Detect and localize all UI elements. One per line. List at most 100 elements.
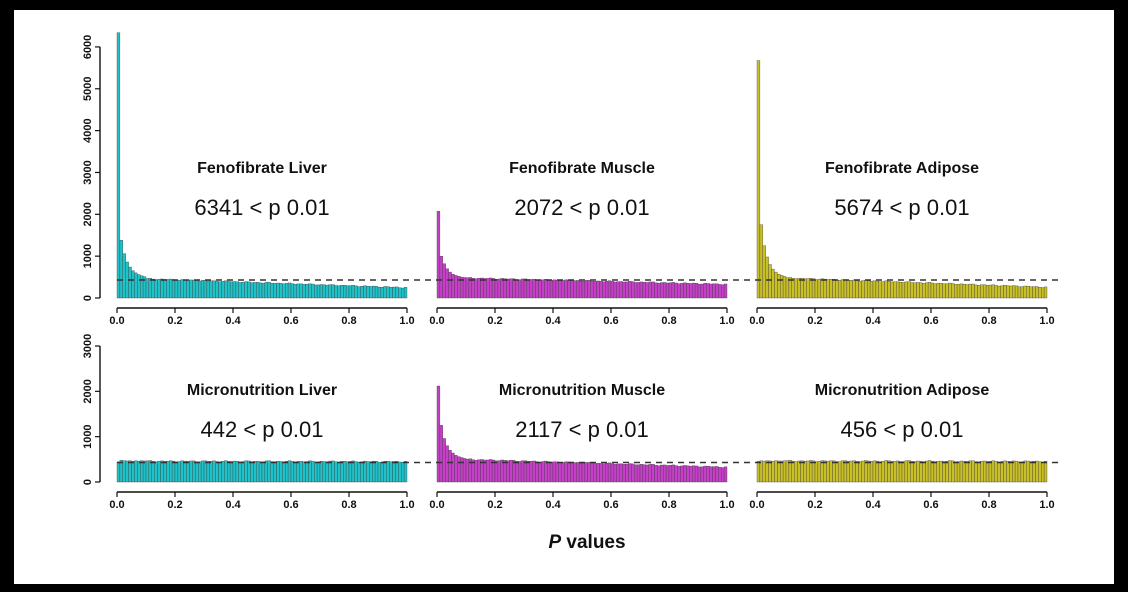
histogram-bar (436, 211, 441, 299)
histogram-bar (942, 461, 946, 483)
histogram-bar (919, 282, 923, 299)
histogram-bar (1009, 285, 1013, 299)
histogram-bar (1003, 285, 1007, 299)
histogram-bar (962, 284, 966, 299)
histogram-bar (491, 459, 496, 483)
histogram-bar (241, 282, 245, 299)
histogram-bar (803, 278, 807, 299)
histogram-bar (838, 280, 842, 299)
histogram-bar (980, 460, 984, 483)
histogram-bar (299, 461, 303, 483)
histogram-bar (357, 462, 361, 483)
panel-title: Micronutrition Muscle (499, 382, 665, 399)
histogram-bar (177, 279, 181, 299)
x-tick-label: 0.6 (923, 315, 938, 327)
histogram-bar (244, 281, 248, 299)
panel-count-label: 442 < p 0.01 (201, 417, 324, 442)
histogram-bar (151, 278, 155, 299)
histogram-bar (1032, 461, 1036, 483)
histogram-bar (936, 461, 940, 483)
histogram-bar (692, 282, 696, 299)
histogram-bar (261, 461, 266, 483)
histogram-bar (578, 462, 583, 483)
histogram-bar (1023, 460, 1027, 483)
histogram-bar (285, 461, 289, 483)
histogram-bar (907, 460, 911, 483)
histogram-bar (561, 280, 565, 299)
histogram-bar (523, 460, 528, 483)
x-tick-label: 1.0 (719, 315, 734, 327)
histogram-bar (137, 460, 141, 483)
histogram-bar (535, 279, 539, 299)
histogram-bar (290, 461, 295, 483)
histogram-bar (712, 283, 716, 299)
histogram-bar (875, 280, 879, 299)
histogram-bar (389, 461, 393, 483)
histogram-bar (1017, 286, 1022, 299)
histogram-bar (264, 460, 268, 483)
histogram-bar (395, 461, 399, 483)
histogram-bar (299, 283, 303, 299)
y-tick-label: 2000 (82, 202, 94, 226)
histogram-bar (855, 461, 859, 483)
histogram-bar (631, 463, 635, 483)
histogram-bar (846, 280, 850, 299)
histogram-bar (703, 465, 707, 483)
histogram-bar (898, 282, 903, 299)
histogram-bar (665, 465, 670, 483)
histogram-bar (820, 460, 824, 483)
histogram-bar (721, 284, 725, 299)
x-tick-label: 0.2 (487, 499, 502, 511)
histogram-bar (1029, 461, 1033, 483)
histogram-bar (354, 285, 358, 299)
histogram-bar (448, 450, 452, 483)
histogram-bar (561, 462, 565, 483)
histogram-bar (145, 278, 150, 299)
histogram-bar (250, 282, 254, 299)
y-tick-label: 0 (82, 295, 94, 301)
histogram-bar (1014, 460, 1019, 483)
x-tick-label: 0.2 (167, 315, 182, 327)
histogram-bar (997, 285, 1001, 299)
histogram-bar (576, 462, 580, 483)
histogram-bar (267, 282, 271, 299)
histogram-bar (570, 462, 574, 483)
histogram-bar (224, 460, 228, 483)
panel-title: Fenofibrate Liver (197, 160, 327, 177)
histogram-bar (602, 463, 606, 483)
histogram-bar (806, 460, 810, 483)
histogram-bar (811, 278, 816, 299)
panel-title: Fenofibrate Adipose (825, 160, 979, 177)
histogram-bar (759, 460, 763, 483)
histogram-bar (395, 286, 399, 299)
histogram-bar (1020, 286, 1024, 299)
histogram-bar (1017, 461, 1022, 483)
histogram-bar (814, 461, 819, 483)
histogram-bar (613, 281, 617, 299)
histogram-bar (939, 283, 943, 299)
histogram-bar (697, 283, 702, 299)
histogram-bar (116, 32, 121, 299)
histogram-bar (774, 271, 778, 299)
histogram-bar (229, 281, 234, 299)
histogram-bar (593, 281, 597, 299)
histogram-bar (206, 461, 210, 483)
histogram-bar (555, 279, 559, 299)
histogram-bar (968, 460, 972, 483)
histogram-bar (183, 279, 187, 299)
histogram-bar (360, 286, 364, 299)
histogram-bar (809, 278, 813, 299)
x-tick-label: 0.0 (109, 499, 124, 511)
histogram-bar (797, 460, 801, 483)
histogram-bar (389, 287, 393, 299)
histogram-bar (570, 280, 574, 299)
x-tick-label: 0.6 (603, 315, 618, 327)
histogram-bar (785, 460, 790, 483)
histogram-bar (518, 461, 522, 483)
histogram-bar (607, 462, 612, 483)
histogram-bar (826, 460, 830, 483)
histogram-bar (849, 279, 853, 299)
histogram-bar (506, 278, 510, 299)
histogram-bar (515, 461, 519, 483)
histogram-bar (140, 460, 144, 483)
